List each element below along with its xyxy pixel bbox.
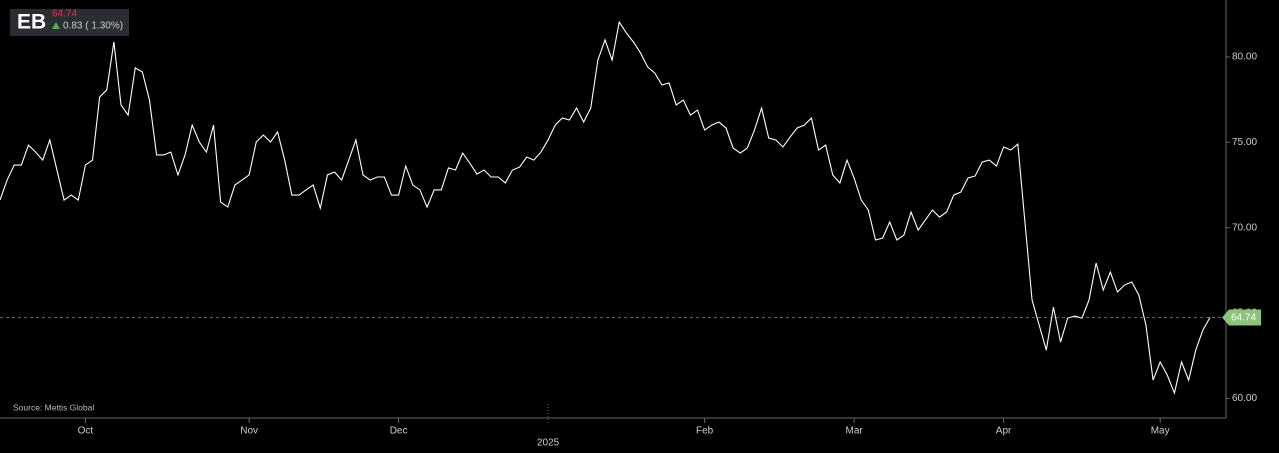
header-box — [10, 9, 129, 36]
y-tick-label: 75.00 — [1232, 137, 1257, 148]
last-price-label: 64.74 — [1231, 313, 1256, 324]
x-tick-label: Feb — [696, 426, 714, 437]
y-tick-label: 70.00 — [1232, 222, 1257, 233]
change: 0.83 ( 1.30%) — [63, 21, 123, 32]
x-tick-label: Dec — [390, 426, 408, 437]
symbol: EB — [17, 11, 46, 34]
y-tick-label: 60.00 — [1232, 393, 1257, 404]
source: Source: Mettis Global — [13, 402, 94, 412]
up-arrow — [52, 22, 60, 29]
x-tick-label: Nov — [240, 426, 258, 437]
y-tick-label: 80.00 — [1232, 52, 1257, 63]
x-tick-label: 2025 — [537, 438, 560, 449]
price-line — [0, 20, 1211, 395]
x-tick-label: Mar — [846, 426, 864, 437]
price: 64.74 — [52, 9, 77, 20]
x-tick-label: May — [1151, 426, 1170, 437]
x-tick-label: Oct — [78, 426, 94, 437]
last-price-tag — [1222, 309, 1261, 326]
x-tick-label: Apr — [996, 426, 1012, 437]
plot-area — [0, 20, 1211, 395]
